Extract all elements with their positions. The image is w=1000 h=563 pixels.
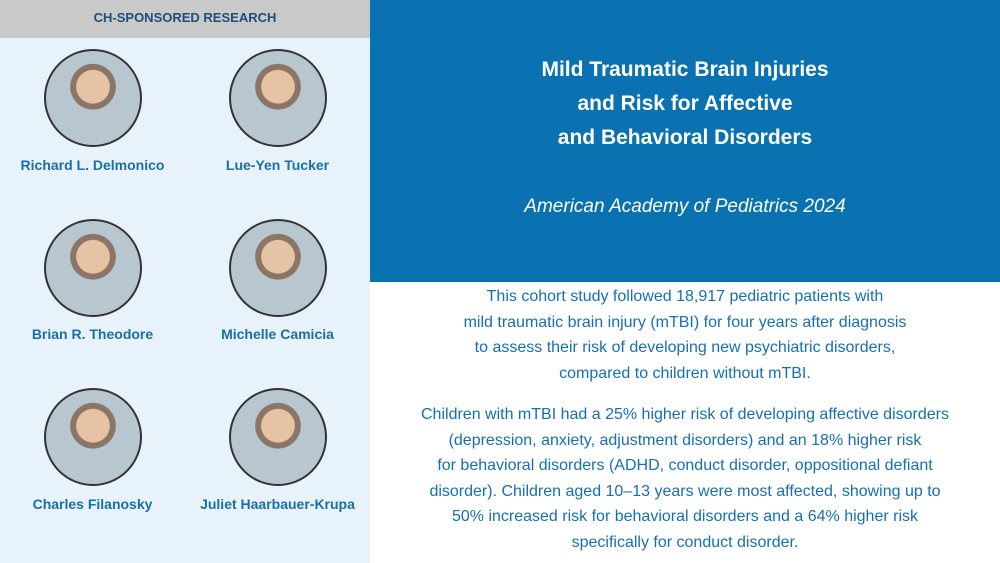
author-name: Lue-Yen Tucker bbox=[225, 157, 330, 173]
paragraph: This cohort study followed 18,917 pediat… bbox=[370, 284, 1000, 386]
paragraph: Children with mTBI had a 25% higher risk… bbox=[370, 402, 1000, 555]
author-name: Michelle Camicia bbox=[221, 326, 334, 342]
title-line: and Risk for Affective bbox=[577, 92, 793, 115]
author-name: Richard L. Delmonico bbox=[20, 157, 165, 173]
text-line: specifically for conduct disorder. bbox=[571, 533, 799, 551]
title-line: and Behavioral Disorders bbox=[557, 126, 813, 149]
subtitle: American Academy of Pediatrics 2024 bbox=[524, 196, 846, 217]
section-header: CH-SPONSORED RESEARCH bbox=[0, 0, 370, 38]
text-line: mild traumatic brain injury (mTBI) for f… bbox=[463, 313, 907, 331]
author-name: Brian R. Theodore bbox=[31, 326, 154, 342]
text-line: for behavioral disorders (ADHD, conduct … bbox=[437, 457, 933, 474]
photo bbox=[44, 388, 142, 486]
text-line: This cohort study followed 18,917 pediat… bbox=[486, 288, 884, 305]
photo bbox=[44, 49, 142, 147]
photo bbox=[229, 219, 327, 317]
photo bbox=[44, 219, 142, 317]
text-line: 50% increased risk for behavioral disord… bbox=[451, 508, 918, 525]
text-line: to assess their risk of developing new p… bbox=[474, 339, 896, 356]
photo bbox=[229, 388, 327, 486]
author-name: Charles Filanosky bbox=[32, 496, 153, 512]
text-line: Children with mTBI had a 25% higher risk… bbox=[421, 406, 949, 423]
photo bbox=[229, 49, 327, 147]
text-line: compared to children without mTBI. bbox=[559, 364, 811, 382]
author-name: Juliet Haarbauer-Krupa bbox=[200, 496, 355, 512]
text-line: disorder). Children aged 10–13 years wer… bbox=[429, 482, 941, 500]
text-line: (depression, anxiety, adjustment disorde… bbox=[448, 431, 922, 449]
title-line: Mild Traumatic Brain Injuries bbox=[541, 58, 829, 81]
title-band bbox=[370, 0, 1000, 282]
